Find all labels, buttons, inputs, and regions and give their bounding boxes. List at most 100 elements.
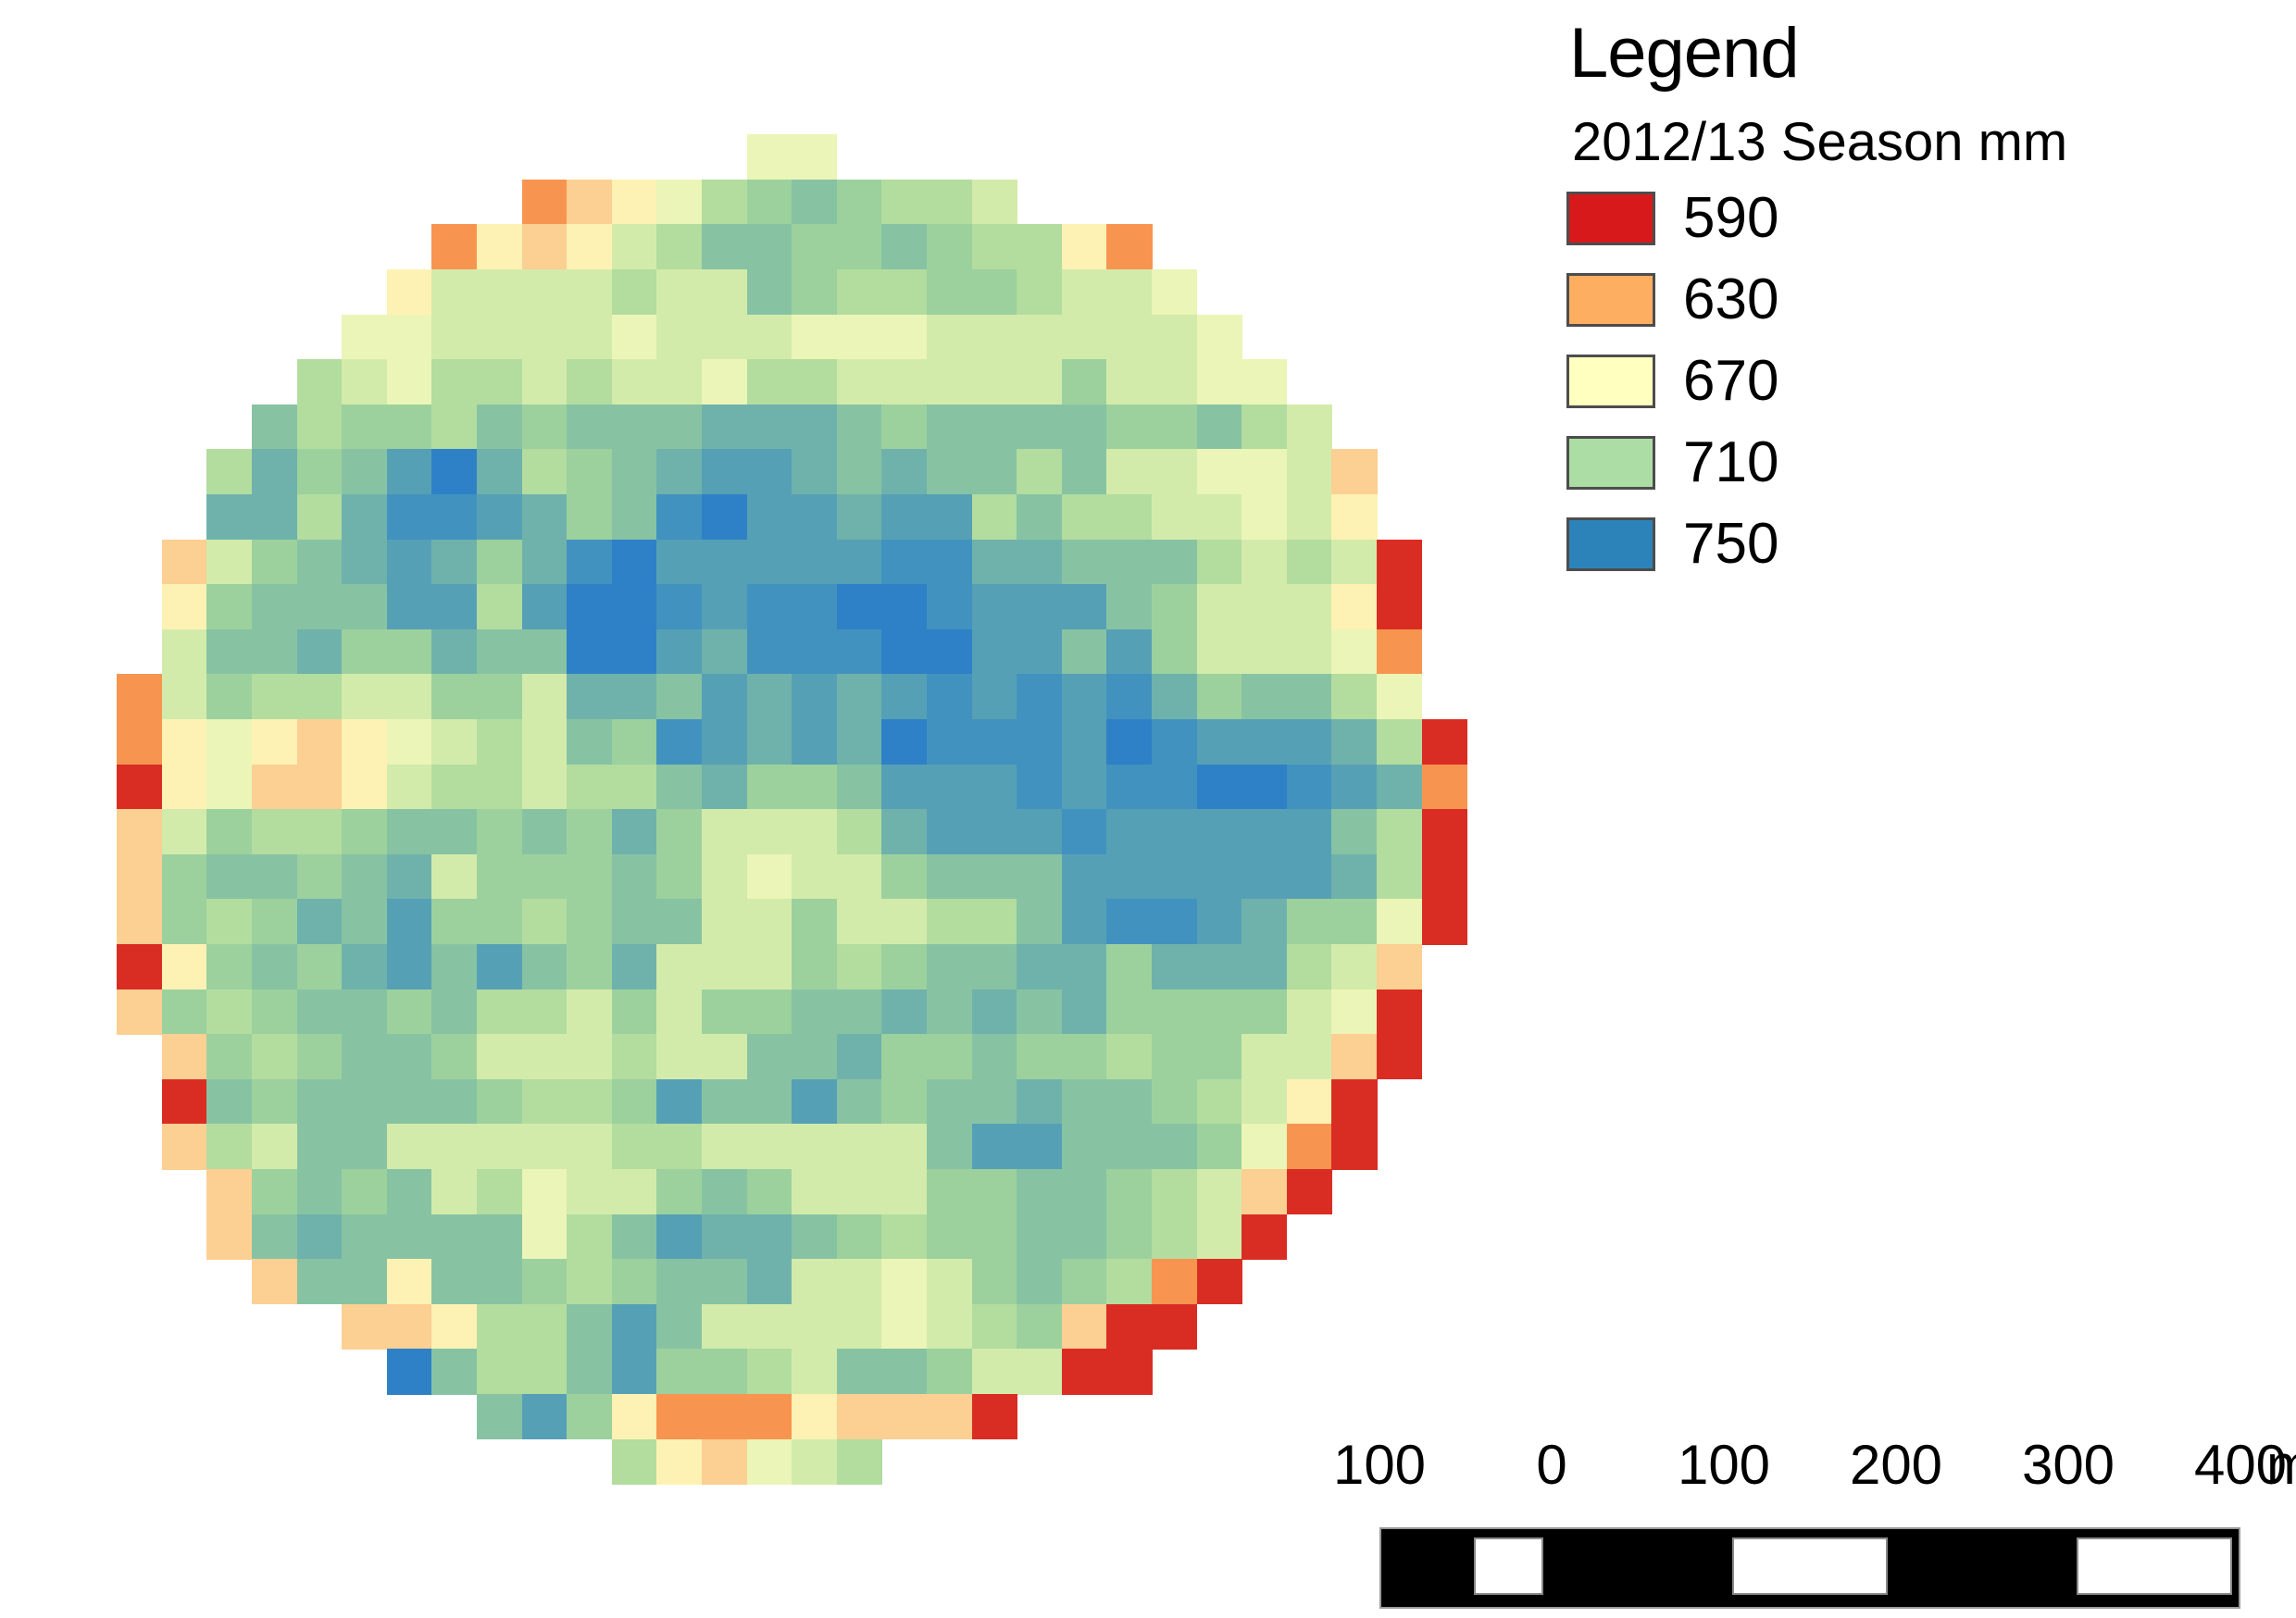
raster-cell	[746, 764, 792, 810]
raster-cell	[836, 853, 882, 900]
raster-cell	[477, 1259, 523, 1305]
raster-cell	[1152, 944, 1198, 990]
raster-cell	[206, 1124, 253, 1170]
raster-cell	[477, 1394, 523, 1440]
raster-cell	[252, 1214, 298, 1260]
raster-cell	[1106, 944, 1153, 990]
raster-cell	[836, 494, 882, 541]
raster-cell	[1152, 1259, 1198, 1305]
raster-cell	[656, 224, 703, 270]
raster-cell	[521, 989, 568, 1035]
raster-cell	[746, 719, 792, 765]
raster-cell	[1106, 1169, 1153, 1215]
raster-cell	[206, 853, 253, 900]
raster-cell	[1061, 764, 1107, 810]
raster-cell	[881, 764, 928, 810]
raster-cell	[252, 1078, 298, 1125]
raster-cell	[567, 853, 613, 900]
raster-cell	[1106, 1078, 1153, 1125]
raster-cell	[836, 629, 882, 675]
raster-cell	[1106, 314, 1153, 360]
raster-cell	[161, 764, 207, 810]
raster-cell	[567, 764, 613, 810]
raster-cell	[611, 179, 657, 225]
raster-cell	[971, 899, 1017, 945]
raster-cell	[881, 853, 928, 900]
raster-cell	[971, 179, 1017, 225]
raster-cell	[1017, 269, 1063, 316]
raster-cell	[927, 224, 973, 270]
raster-cell	[431, 584, 478, 630]
raster-cell	[386, 269, 432, 316]
raster-cell	[567, 224, 613, 270]
raster-cell	[1286, 719, 1332, 765]
raster-cell	[971, 629, 1017, 675]
raster-cell	[881, 449, 928, 495]
raster-cell	[611, 1438, 657, 1485]
raster-cell	[252, 719, 298, 765]
raster-cell	[1106, 899, 1153, 945]
raster-cell	[1152, 674, 1198, 720]
raster-cell	[521, 314, 568, 360]
raster-cell	[1196, 1214, 1242, 1260]
raster-cell	[927, 269, 973, 316]
raster-cell	[927, 1349, 973, 1395]
raster-cell	[386, 899, 432, 945]
raster-cell	[792, 1214, 838, 1260]
raster-cell	[1242, 944, 1288, 990]
raster-cell	[477, 224, 523, 270]
raster-cell	[1242, 539, 1288, 585]
raster-cell	[252, 809, 298, 855]
raster-cell	[1242, 1034, 1288, 1080]
raster-cell	[252, 449, 298, 495]
raster-cell	[477, 404, 523, 450]
raster-cell	[1331, 944, 1378, 990]
raster-cell	[656, 1259, 703, 1305]
raster-cell	[1421, 853, 1467, 900]
raster-cell	[1377, 584, 1423, 630]
raster-cell	[567, 809, 613, 855]
raster-cell	[206, 584, 253, 630]
raster-cell	[1286, 494, 1332, 541]
raster-cell	[836, 1214, 882, 1260]
raster-cell	[881, 1259, 928, 1305]
raster-cell	[1286, 1169, 1332, 1215]
raster-cell	[702, 629, 748, 675]
raster-cell	[521, 944, 568, 990]
raster-cell	[1152, 269, 1198, 316]
raster-cell	[702, 1078, 748, 1125]
raster-cell	[971, 1349, 1017, 1395]
raster-cell	[1061, 853, 1107, 900]
raster-cell	[881, 179, 928, 225]
raster-cell	[881, 1214, 928, 1260]
raster-cell	[792, 1349, 838, 1395]
raster-cell	[206, 1078, 253, 1125]
raster-cell	[792, 1303, 838, 1350]
raster-cell	[296, 1214, 343, 1260]
raster-cell	[567, 899, 613, 945]
raster-cell	[1152, 629, 1198, 675]
raster-cell	[342, 584, 388, 630]
raster-cell	[477, 674, 523, 720]
raster-cell	[1106, 224, 1153, 270]
raster-cell	[1017, 1124, 1063, 1170]
raster-cell	[1152, 314, 1198, 360]
raster-cell	[746, 314, 792, 360]
raster-cell	[1196, 449, 1242, 495]
raster-cell	[567, 629, 613, 675]
raster-cell	[971, 1034, 1017, 1080]
raster-cell	[1421, 719, 1467, 765]
raster-cell	[1152, 853, 1198, 900]
raster-cell	[1017, 674, 1063, 720]
raster-cell	[386, 809, 432, 855]
raster-cell	[117, 899, 163, 945]
raster-cell	[1017, 629, 1063, 675]
legend-item-710: 710	[1566, 422, 1778, 504]
raster-cell	[927, 629, 973, 675]
raster-cell	[521, 1078, 568, 1125]
raster-cell	[971, 1259, 1017, 1305]
raster-cell	[567, 1124, 613, 1170]
raster-cell	[836, 314, 882, 360]
raster-cell	[296, 1124, 343, 1170]
legend-title: Legend	[1569, 14, 1800, 93]
